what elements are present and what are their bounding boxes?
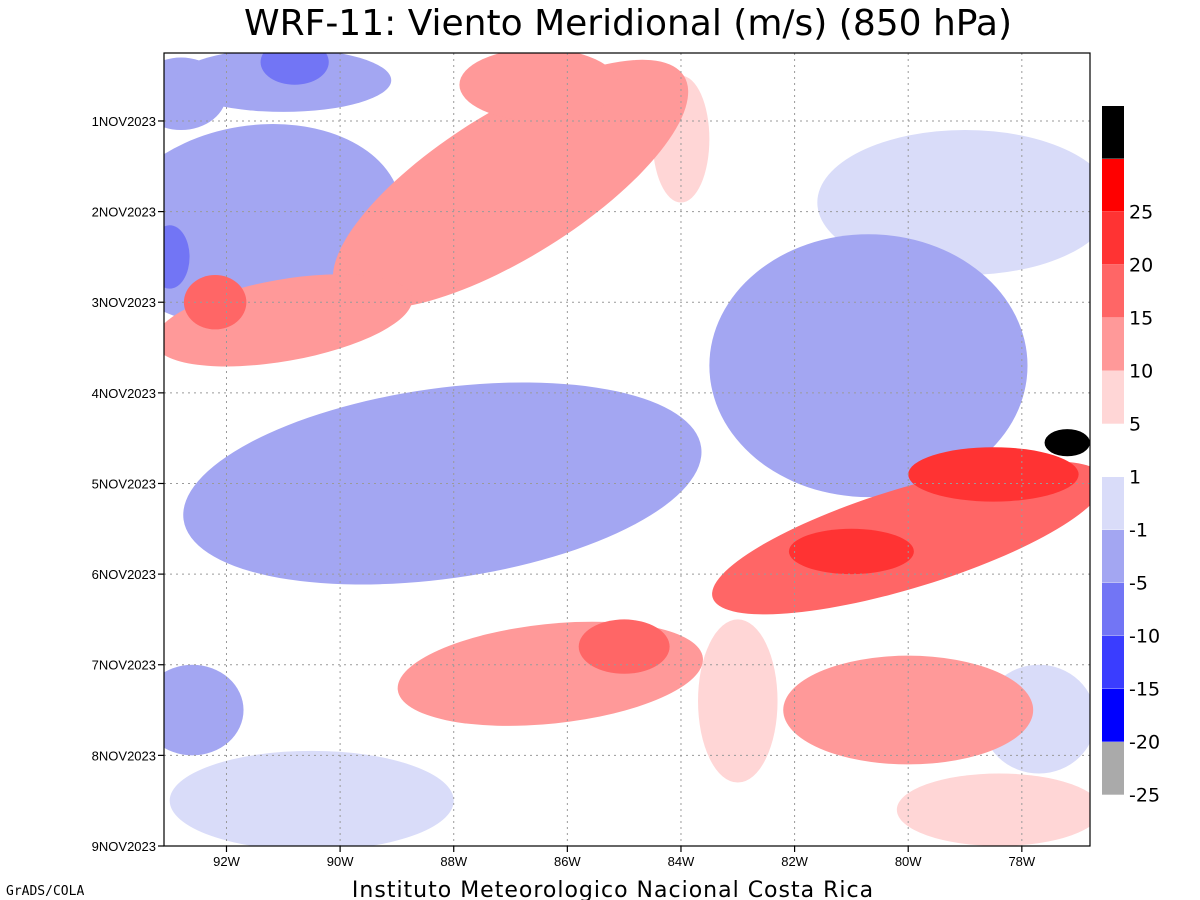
wind-feature-northerly-23 xyxy=(164,225,190,289)
x-tick-label: 82W xyxy=(781,854,808,869)
wind-feature-northerly-8 xyxy=(709,234,1028,498)
colorbar-label: 10 xyxy=(1129,361,1153,383)
y-tick-label: 9NOV2023 xyxy=(92,839,156,854)
wind-feature-southerly-5 xyxy=(896,773,1090,846)
colorbar-swatch xyxy=(1102,265,1124,318)
colorbar-label: -10 xyxy=(1129,626,1160,648)
colorbar-label: -5 xyxy=(1129,573,1148,595)
grid-lines xyxy=(164,53,1090,846)
y-tick-label: 3NOV2023 xyxy=(92,295,156,310)
credit-label: GrADS/COLA xyxy=(6,884,84,899)
colorbar-label: 5 xyxy=(1129,414,1141,436)
wind-feature-northerly-20 xyxy=(260,53,329,85)
colorbar-label: -1 xyxy=(1129,520,1148,542)
colorbar: 25 20 15 10 5 1 -1 -5 -10 -15 -20 -25 xyxy=(1102,106,1160,807)
y-tick-label: 1NOV2023 xyxy=(92,114,156,129)
y-tick-label: 5NOV2023 xyxy=(92,476,156,491)
colorbar-swatch xyxy=(1102,742,1124,795)
y-tick-label: 6NOV2023 xyxy=(92,567,156,582)
wind-feature-southerly-21 xyxy=(183,275,247,330)
x-tick-label: 84W xyxy=(668,854,695,869)
wind-feature-northerly-12 xyxy=(164,664,244,756)
wind-feature-northerly-3 xyxy=(169,750,454,846)
y-tick-label: 2NOV2023 xyxy=(92,205,156,220)
x-tick-label: 88W xyxy=(440,854,467,869)
wind-feature-southerly-0 xyxy=(698,619,778,783)
footer-label: Instituto Meteorologico Nacional Costa R… xyxy=(352,878,874,900)
colorbar-swatch xyxy=(1102,583,1124,636)
wind-feature-southerly-25 xyxy=(788,528,914,575)
y-tick-label: 8NOV2023 xyxy=(92,748,156,763)
colorbar-label: 15 xyxy=(1129,308,1153,330)
colorbar-swatch xyxy=(1102,530,1124,583)
x-tick-label: 92W xyxy=(213,854,240,869)
colorbar-swatch xyxy=(1102,371,1124,424)
wind-feature-northerly-16 xyxy=(183,382,702,585)
x-tick-label: 90W xyxy=(327,854,354,869)
colorbar-label: 20 xyxy=(1129,255,1153,277)
colorbar-label: 1 xyxy=(1129,467,1141,489)
colorbar-label: -25 xyxy=(1129,785,1160,807)
colorbar-swatch xyxy=(1102,477,1124,530)
colorbar-label: -20 xyxy=(1129,732,1160,754)
y-axis: 1NOV2023 2NOV2023 3NOV2023 4NOV2023 5NOV2023… xyxy=(92,114,164,854)
wind-feature-southerly-24 xyxy=(908,447,1079,502)
colorbar-swatch xyxy=(1102,159,1124,212)
chart-title: WRF-11: Viento Meridional (m/s) (850 hPa… xyxy=(244,3,1012,44)
colorbar-swatch xyxy=(1102,424,1124,477)
colorbar-swatch xyxy=(1102,636,1124,689)
colorbar-swatch xyxy=(1102,318,1124,371)
colorbar-swatch xyxy=(1102,106,1124,159)
plot-frame xyxy=(163,52,1091,847)
x-tick-label: 80W xyxy=(895,854,922,869)
colorbar-label: -15 xyxy=(1129,679,1160,701)
plot-area xyxy=(164,53,1090,846)
y-tick-label: 7NOV2023 xyxy=(92,658,156,673)
x-tick-label: 78W xyxy=(1008,854,1035,869)
colorbar-label: 25 xyxy=(1129,202,1153,224)
wind-feature-southerly-6 xyxy=(783,655,1034,765)
colorbar-swatch xyxy=(1102,212,1124,265)
wind-feature-southerly-26 xyxy=(1044,429,1090,457)
x-tick-label: 86W xyxy=(554,854,581,869)
x-axis: 92W 90W 88W 86W 84W 82W 80W 78W xyxy=(213,846,1036,869)
wind-feature-southerly-19 xyxy=(578,619,670,674)
colorbar-swatch xyxy=(1102,689,1124,742)
y-tick-label: 4NOV2023 xyxy=(92,386,156,401)
wind-feature-southerly-9 xyxy=(332,59,689,310)
wind-feature-southerly-17 xyxy=(459,53,619,121)
